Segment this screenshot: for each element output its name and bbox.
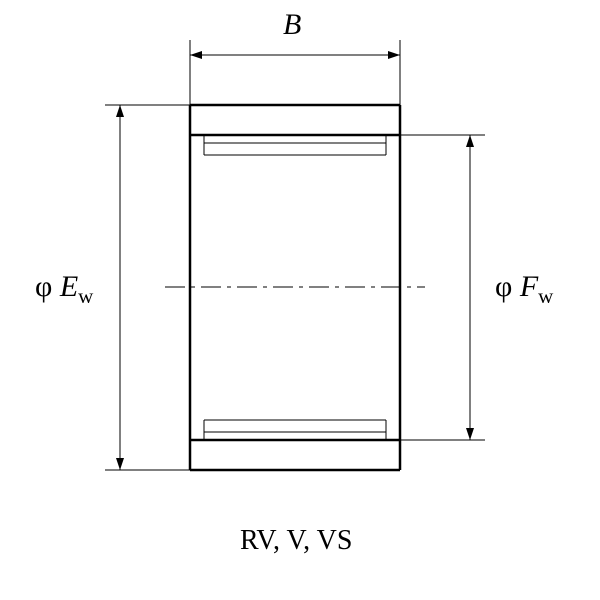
figure-caption: RV, V, VS [240, 525, 352, 557]
label-Ew-main: E [60, 270, 78, 303]
label-Fw-main: F [520, 270, 538, 303]
phi-prefix-Fw: φ [495, 270, 520, 303]
phi-prefix-Ew: φ [35, 270, 60, 303]
label-width-B: B [283, 8, 301, 42]
label-Ew-sub: w [78, 284, 93, 308]
label-outer-diameter-Ew: φ Ew [35, 270, 93, 309]
drawing-canvas: B φ Ew φ Fw RV, V, VS [0, 0, 600, 600]
label-Fw-sub: w [538, 284, 553, 308]
label-inner-diameter-Fw: φ Fw [495, 270, 553, 309]
label-width-B-text: B [283, 8, 301, 41]
